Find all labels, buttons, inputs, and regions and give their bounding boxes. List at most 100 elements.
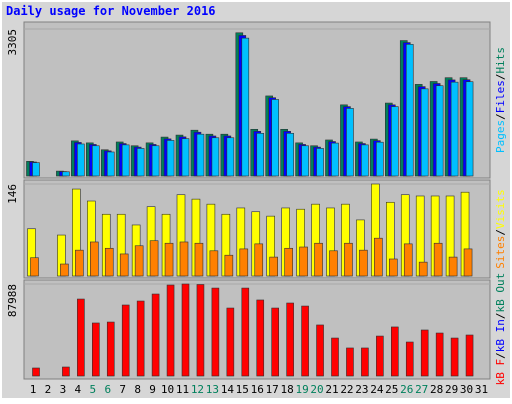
x-tick-label: 21 (325, 383, 338, 396)
bar (301, 305, 309, 377)
bar (256, 133, 265, 177)
bar (316, 324, 324, 377)
bar (106, 151, 115, 177)
bar (450, 337, 459, 377)
x-tick-label: 9 (149, 383, 156, 396)
bar (448, 256, 458, 277)
y-tick-label: 146 (6, 184, 19, 204)
bar (433, 242, 443, 277)
bar (134, 245, 144, 277)
bar (181, 138, 190, 177)
x-tick-label: 10 (161, 383, 174, 396)
x-tick-label: 12 (191, 383, 204, 396)
x-tick-label: 29 (445, 383, 458, 396)
bar (286, 133, 294, 177)
x-tick-label: 18 (281, 383, 294, 396)
bar (75, 249, 84, 277)
bar (271, 99, 280, 177)
bar (136, 300, 145, 377)
bar (435, 332, 444, 377)
x-tick-label: 23 (355, 383, 368, 396)
bar (62, 366, 70, 377)
bar (194, 242, 204, 277)
bar (331, 337, 339, 377)
bar (30, 257, 39, 277)
legend-entry: Visits (494, 189, 507, 229)
bar (316, 148, 324, 177)
legend: Pages/Files/Hits (494, 47, 507, 153)
bar (196, 284, 205, 377)
bar (286, 302, 294, 377)
legend-entry: Pages (494, 120, 507, 153)
bar (151, 145, 160, 177)
bar (450, 81, 459, 177)
bar (418, 261, 428, 277)
bar (405, 44, 414, 177)
bar (226, 307, 235, 377)
bar (196, 133, 205, 177)
bar (92, 322, 100, 377)
legend: Sites/Visits (494, 189, 507, 269)
x-tick-label: 16 (251, 383, 264, 396)
x-tick-label: 22 (340, 383, 353, 396)
x-tick-label: 4 (75, 383, 82, 396)
x-tick-label: 3 (60, 383, 67, 396)
bar (77, 143, 85, 177)
bar (211, 287, 220, 377)
bar (32, 367, 40, 377)
bar (62, 171, 70, 177)
x-tick-label: 8 (134, 383, 141, 396)
x-tick-label: 27 (415, 383, 428, 396)
bar (209, 250, 219, 277)
bar (329, 250, 338, 277)
x-tick-label: 2 (45, 383, 52, 396)
bar (465, 81, 474, 177)
bar (136, 148, 145, 177)
x-tick-label: 28 (430, 383, 443, 396)
bar (271, 307, 280, 377)
chart-title: Daily usage for November 2016 (6, 4, 216, 18)
bar (465, 334, 474, 377)
bar (211, 137, 220, 177)
bar (331, 142, 339, 177)
x-tick-label: 11 (176, 383, 189, 396)
x-tick-label: 5 (89, 383, 96, 396)
x-tick-label: 1 (30, 383, 37, 396)
legend: kB F/kB In/kB Out (494, 273, 507, 386)
x-tick-label: 20 (310, 383, 323, 396)
bar (239, 248, 249, 277)
legend-separator: / (494, 74, 507, 81)
x-tick-label: 6 (104, 383, 111, 396)
bar (390, 106, 399, 177)
legend-entry: Files (494, 80, 507, 113)
legend-entry: kB Out (494, 273, 507, 313)
x-tick-label: 31 (475, 383, 488, 396)
x-tick-label: 14 (221, 383, 235, 396)
x-tick-label: 13 (206, 383, 219, 396)
bar (60, 263, 69, 277)
bar (149, 240, 159, 277)
bar (301, 145, 309, 177)
bar (32, 162, 40, 177)
bar (361, 347, 369, 377)
bar (164, 242, 174, 277)
bar (226, 137, 235, 177)
bar (314, 242, 323, 277)
bar (256, 299, 265, 377)
bar (90, 241, 99, 277)
bar (166, 284, 175, 377)
bar (344, 242, 353, 277)
y-tick-label: 87988 (6, 284, 19, 317)
bar (92, 145, 100, 177)
bar (388, 258, 398, 277)
legend-separator: / (494, 352, 507, 359)
bar (403, 243, 413, 277)
bar (346, 108, 354, 177)
x-tick-label: 7 (119, 383, 126, 396)
bar (77, 298, 85, 377)
legend-entry: Sites (494, 236, 507, 269)
y-tick-label: 3305 (6, 29, 19, 56)
bar (241, 37, 250, 177)
bar (119, 253, 129, 277)
